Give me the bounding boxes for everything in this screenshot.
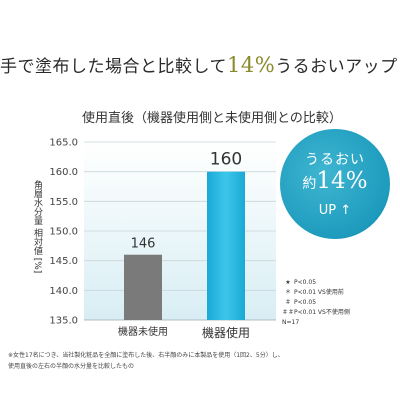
badge-prefix: 約	[302, 176, 317, 192]
note-row: ★ P<0.05	[282, 278, 392, 288]
note-symbol: ＊	[284, 289, 291, 296]
badge-unit: %	[345, 168, 368, 194]
y-tick-labels: 135.0 140.0 145.0 150.0 155.0 160.0 165.0	[49, 138, 78, 327]
note-text: N=17	[282, 319, 300, 326]
y-tick-label: 160.0	[49, 167, 78, 178]
note-text: P<0.05	[294, 299, 317, 306]
note-text: P<0.05	[294, 279, 317, 286]
y-tick-label: 150.0	[49, 227, 78, 238]
note-row: ＊ P<0.01 VS使用前	[282, 288, 392, 298]
footnote-line2: 使用直後の左右の半顔の水分量を比較したもの	[8, 363, 135, 370]
bars	[124, 171, 245, 320]
y-tick-label: 165.0	[49, 138, 78, 149]
headline-highlight: 14%	[227, 53, 276, 77]
category-label: 機器未使用	[118, 325, 168, 338]
category-label: 機器使用	[202, 325, 250, 340]
data-label: 146	[131, 237, 156, 252]
note-text: P<0.01 VS使用前	[294, 289, 344, 296]
note-symbol: ＃＃	[282, 309, 295, 316]
y-tick-label: 140.0	[49, 286, 78, 297]
data-labels: 146 160	[131, 150, 243, 252]
badge-line2: 約14%	[280, 168, 390, 194]
headline-suffix: うるおいアップ！	[275, 57, 400, 77]
improvement-badge: うるおい 約14% UP ↑	[280, 129, 390, 239]
note-row: N=17	[282, 318, 392, 328]
footnote-line1: ※女性17名につき、当社製化粧品を全顔に塗布した後、右半顔のみに本製品を使用（1…	[8, 352, 284, 359]
chart-title: 使用直後（機器使用側と未使用側との比較）	[82, 111, 342, 126]
y-axis-label: 角層水分量 相対値 [%]	[32, 180, 42, 274]
y-tick-label: 155.0	[49, 197, 78, 208]
category-labels: 機器未使用 機器使用	[118, 325, 250, 340]
headline: 手で塗布した場合と比較して14%うるおいアップ！	[0, 52, 400, 77]
note-row: ＃ P<0.05	[282, 298, 392, 308]
significance-notes: ★ P<0.05 ＊ P<0.01 VS使用前 ＃ P<0.05 ＃＃P<0.01 V…	[282, 278, 392, 328]
note-symbol: ＃	[284, 299, 291, 306]
badge-line1: うるおい	[305, 152, 365, 168]
bar-unused	[124, 254, 162, 320]
note-row: ＃＃P<0.01 VS不使用側	[282, 308, 392, 318]
note-text: P<0.01 VS不使用側	[294, 309, 350, 316]
note-symbol: ★	[285, 279, 291, 286]
badge-up: UP ↑	[318, 203, 352, 218]
y-tick-label: 145.0	[49, 256, 78, 267]
y-tick-label: 135.0	[49, 316, 78, 327]
bar-used	[207, 171, 245, 320]
footnote: ※女性17名につき、当社製化粧品を全顔に塗布した後、右半顔のみに本製品を使用（1…	[8, 350, 396, 372]
badge-value: 14	[316, 168, 346, 194]
headline-prefix: 手で塗布した場合と比較して	[0, 57, 227, 77]
data-label: 160	[210, 150, 242, 170]
